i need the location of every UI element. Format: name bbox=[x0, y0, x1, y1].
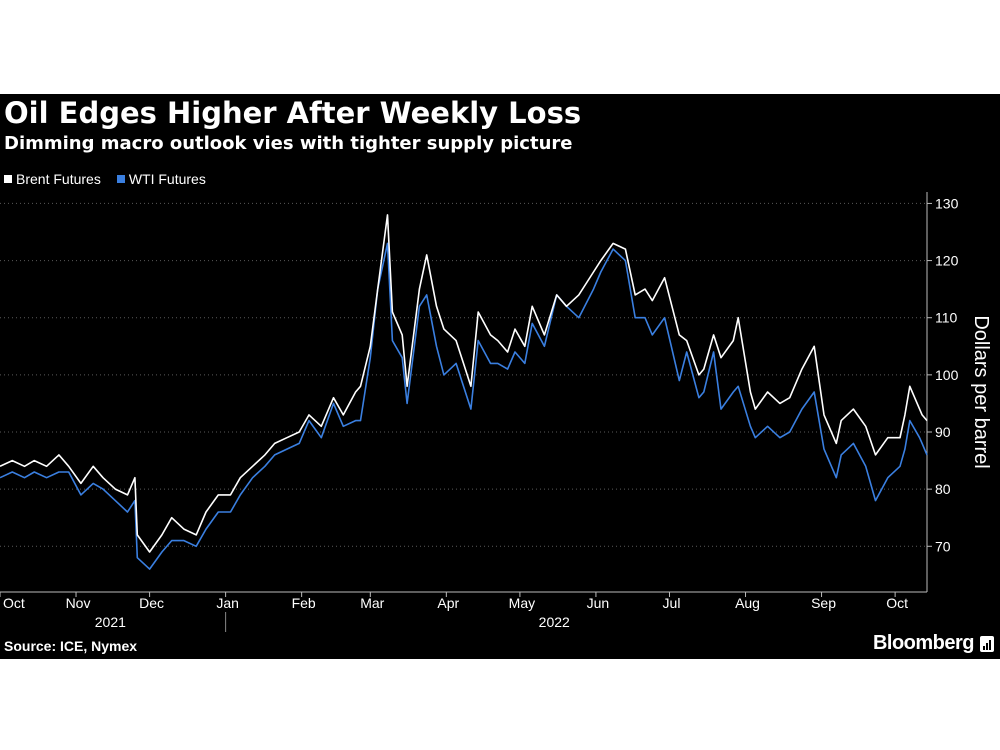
x-tick-label-6: Apr bbox=[437, 595, 459, 611]
x-tick-label-2: Dec bbox=[139, 595, 164, 611]
x-tick-label-9: Jul bbox=[663, 595, 681, 611]
chart-plot: 70 80 90 100 110 120 130 Dollars per barrel Oct N… bbox=[0, 192, 992, 632]
source-note: Source: ICE, Nymex bbox=[4, 638, 138, 654]
series-line-brent bbox=[0, 214, 928, 553]
y-tick-label-100: 100 bbox=[935, 367, 959, 383]
y-tick-label-70: 70 bbox=[935, 538, 951, 554]
bloomberg-logo: Bloomberg bbox=[873, 632, 994, 655]
series-line-wti bbox=[0, 242, 928, 570]
logo-text: Bloomberg bbox=[872, 632, 975, 654]
legend-item-brent: Brent Futures bbox=[4, 171, 101, 187]
legend-item-wti: WTI Futures bbox=[116, 171, 206, 187]
chart-subtitle: Dimming macro outlook vies with tighter … bbox=[4, 133, 573, 154]
legend-label-brent: Brent Futures bbox=[16, 171, 101, 187]
chart-panel: Oil Edges Higher After Weekly Loss Dimmi… bbox=[0, 94, 1000, 659]
x-tick-label-0: Oct bbox=[3, 595, 25, 611]
x-tick-label-1: Nov bbox=[66, 595, 91, 611]
legend-swatch-brent bbox=[4, 175, 12, 183]
year-label-2022: 2022 bbox=[539, 614, 570, 630]
x-tick-label-4: Feb bbox=[292, 595, 316, 611]
legend-label-wti: WTI Futures bbox=[128, 171, 206, 187]
y-tick-label-130: 130 bbox=[935, 195, 959, 211]
year-label-2021: 2021 bbox=[95, 614, 126, 630]
x-tick-label-3: Jan bbox=[216, 595, 239, 611]
x-tick-label-7: May bbox=[509, 595, 535, 611]
y-tick-label-90: 90 bbox=[935, 424, 951, 440]
x-tick-label-12: Oct bbox=[886, 595, 908, 611]
x-tick-label-8: Jun bbox=[587, 595, 610, 611]
y-tick-label-110: 110 bbox=[935, 310, 958, 326]
bloomberg-mark-icon bbox=[980, 635, 994, 652]
x-tick-label-11: Sep bbox=[811, 595, 836, 611]
x-tick-label-5: Mar bbox=[360, 595, 384, 611]
y-tick-label-120: 120 bbox=[935, 253, 959, 269]
y-axis-label: Dollars per barrel bbox=[970, 315, 992, 468]
chart-title: Oil Edges Higher After Weekly Loss bbox=[4, 96, 582, 130]
chart-legend: Brent Futures WTI Futures bbox=[4, 170, 206, 188]
y-tick-label-80: 80 bbox=[935, 481, 951, 497]
x-tick-label-10: Aug bbox=[735, 595, 760, 611]
legend-swatch-wti bbox=[116, 175, 125, 183]
